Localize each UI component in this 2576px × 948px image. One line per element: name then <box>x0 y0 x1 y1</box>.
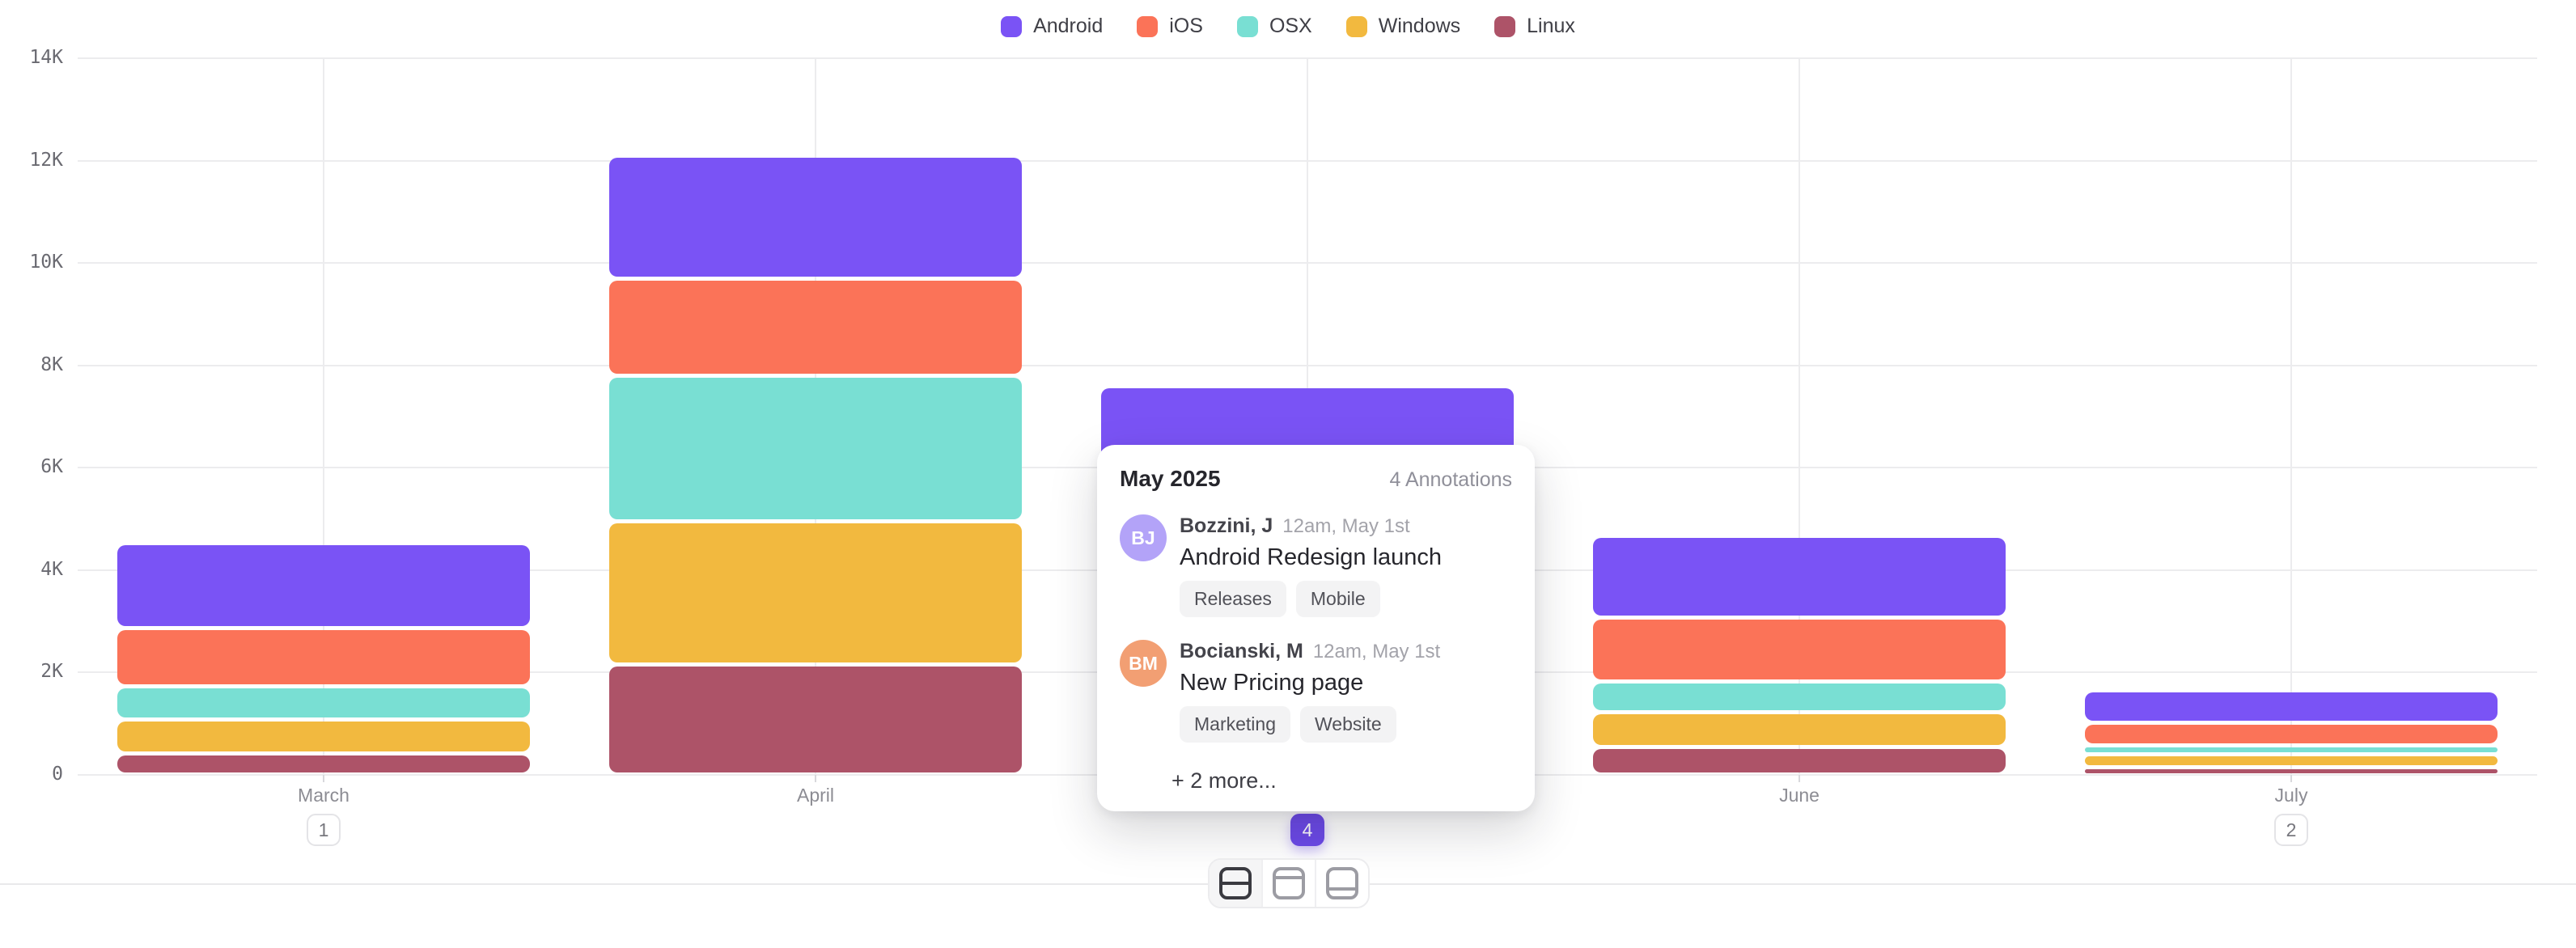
legend-label: iOS <box>1169 15 1203 37</box>
y-axis-tick-label: 14K <box>29 47 63 68</box>
x-axis-tick-mark <box>815 775 816 782</box>
y-axis-tick-label: 0 <box>52 764 63 785</box>
legend-item-ios[interactable]: iOS <box>1137 15 1203 38</box>
annotation-timestamp: 12am, May 1st <box>1312 641 1441 662</box>
legend-swatch-icon <box>1345 15 1367 37</box>
legend-item-linux[interactable]: Linux <box>1494 15 1575 38</box>
legend-item-osx[interactable]: OSX <box>1236 15 1312 38</box>
annotation-body: Bocianski, M 12am, May 1st New Pricing pag… <box>1180 640 1440 743</box>
annotation-title: Android Redesign launch <box>1180 544 1443 570</box>
annotation-tag-chip: Marketing <box>1180 706 1290 743</box>
annotation-tag-chip: Releases <box>1180 581 1286 617</box>
y-axis-tick-label: 2K <box>40 661 63 683</box>
bar-segment-linux-july[interactable] <box>2085 769 2498 773</box>
bar-segment-ios-july[interactable] <box>2085 724 2498 744</box>
icon-bar <box>1329 887 1355 891</box>
annotation-title: New Pricing page <box>1180 670 1364 696</box>
annotation-author: Bocianski, M <box>1180 640 1303 662</box>
tooltip-annotation-count: 4 Annotations <box>1389 468 1512 491</box>
layout-bar-top-icon <box>1273 867 1305 899</box>
show-more-annotations-link[interactable]: + 2 more... <box>1171 768 1277 793</box>
legend-swatch-icon <box>1137 15 1159 37</box>
legend-label: Linux <box>1527 15 1575 37</box>
chart-legend: Android iOS OSX Windows Linux <box>0 15 2576 38</box>
bar-segment-android-june[interactable] <box>1593 537 2006 616</box>
annotation-tooltip: May 2025 4 Annotations BJ Bozzini, J 12am,… <box>1097 445 1535 811</box>
legend-item-windows[interactable]: Windows <box>1345 15 1461 38</box>
annotation-name-line: Bocianski, M 12am, May 1st <box>1180 640 1440 663</box>
bar-segment-osx-june[interactable] <box>1593 683 2006 710</box>
annotation-count-badge[interactable]: 1 <box>307 814 341 846</box>
bar-segment-android-march[interactable] <box>117 545 530 626</box>
annotation-tag-chip: Mobile <box>1295 581 1380 617</box>
y-axis-tick-label: 6K <box>40 456 63 478</box>
avatar: BJ <box>1120 514 1167 561</box>
tooltip-header: May 2025 4 Annotations <box>1120 466 1512 492</box>
x-gridline <box>323 58 324 775</box>
bar-segment-linux-march[interactable] <box>117 755 530 773</box>
bar-segment-android-july[interactable] <box>2085 692 2498 721</box>
bar-segment-ios-march[interactable] <box>117 629 530 685</box>
x-gridline <box>2290 58 2292 775</box>
bar-segment-osx-july[interactable] <box>2085 747 2498 753</box>
x-axis-month-label: June <box>1779 785 1820 806</box>
x-axis-tick-mark <box>323 775 324 782</box>
icon-bar <box>1276 876 1302 879</box>
tooltip-annotation-list: BJ Bozzini, J 12am, May 1st Android Redesig… <box>1120 514 1512 743</box>
bar-segment-linux-june[interactable] <box>1593 748 2006 773</box>
tooltip-month-title: May 2025 <box>1120 466 1221 491</box>
annotation-item[interactable]: BJ Bozzini, J 12am, May 1st Android Redesig… <box>1120 514 1512 617</box>
bar-segment-windows-june[interactable] <box>1593 713 2006 745</box>
y-axis-tick-label: 10K <box>29 252 63 273</box>
bar-segment-ios-april[interactable] <box>609 280 1022 374</box>
y-axis-tick-label: 12K <box>29 149 63 171</box>
annotation-tags: Releases Mobile <box>1180 581 1442 617</box>
annotation-body: Bozzini, J 12am, May 1st Android Redesign … <box>1180 514 1442 617</box>
icon-bar <box>1222 882 1248 885</box>
avatar: BM <box>1120 640 1167 687</box>
layout-split-middle-icon <box>1219 867 1252 899</box>
layout-toggle-split-middle[interactable] <box>1210 860 1261 907</box>
layout-toggle-bar-bottom[interactable] <box>1315 860 1368 907</box>
annotation-item[interactable]: BM Bocianski, M 12am, May 1st New Pricing p… <box>1120 640 1512 743</box>
annotation-count-badge[interactable]: 4 <box>1290 814 1324 846</box>
legend-swatch-icon <box>1236 15 1258 37</box>
x-gridline <box>1799 58 1800 775</box>
legend-item-android[interactable]: Android <box>1001 15 1103 38</box>
bar-segment-linux-april[interactable] <box>609 667 1022 773</box>
bar-segment-osx-april[interactable] <box>609 377 1022 520</box>
annotation-author: Bozzini, J <box>1180 514 1273 537</box>
x-axis-tick-mark <box>2290 775 2292 782</box>
legend-swatch-icon <box>1001 15 1023 37</box>
annotation-tags: Marketing Website <box>1180 706 1440 743</box>
annotation-tag-chip: Website <box>1299 706 1396 743</box>
legend-label: OSX <box>1269 15 1312 37</box>
x-axis-month-label: July <box>2274 785 2308 806</box>
legend-swatch-icon <box>1494 15 1516 37</box>
bar-segment-ios-june[interactable] <box>1593 619 2006 679</box>
layout-bar-bottom-icon <box>1326 867 1358 899</box>
bar-segment-android-april[interactable] <box>609 157 1022 277</box>
legend-label: Android <box>1033 15 1104 37</box>
x-axis-tick-mark <box>1799 775 1800 782</box>
bar-segment-windows-july[interactable] <box>2085 756 2498 765</box>
bar-segment-windows-march[interactable] <box>117 722 530 751</box>
x-axis-month-label: March <box>298 785 350 806</box>
x-axis-month-label: April <box>796 785 834 806</box>
annotation-name-line: Bozzini, J 12am, May 1st <box>1180 514 1442 538</box>
annotation-timestamp: 12am, May 1st <box>1282 515 1410 537</box>
bar-segment-windows-april[interactable] <box>609 523 1022 663</box>
annotation-count-badge[interactable]: 2 <box>2274 814 2308 846</box>
legend-label: Windows <box>1378 15 1461 37</box>
bar-segment-osx-march[interactable] <box>117 688 530 718</box>
layout-switcher <box>1208 858 1370 908</box>
y-axis-tick-label: 4K <box>40 558 63 580</box>
layout-toggle-bar-top[interactable] <box>1261 860 1315 907</box>
y-axis-tick-label: 8K <box>40 353 63 375</box>
